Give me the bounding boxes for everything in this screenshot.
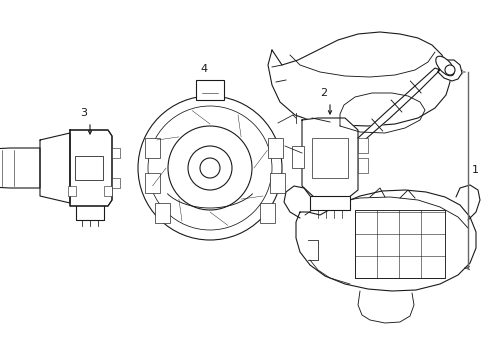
Bar bbox=[357, 138, 367, 153]
Ellipse shape bbox=[435, 56, 453, 76]
Bar bbox=[145, 173, 160, 193]
Bar bbox=[354, 210, 444, 278]
Polygon shape bbox=[0, 148, 40, 188]
Bar bbox=[145, 138, 160, 158]
Polygon shape bbox=[267, 32, 449, 126]
Bar bbox=[357, 158, 367, 173]
Bar bbox=[309, 196, 349, 210]
Polygon shape bbox=[437, 60, 461, 81]
Bar bbox=[196, 80, 224, 100]
Circle shape bbox=[168, 126, 251, 210]
Bar bbox=[112, 178, 120, 188]
Bar bbox=[260, 203, 274, 223]
Text: 3: 3 bbox=[81, 108, 87, 118]
Polygon shape bbox=[302, 118, 357, 198]
Bar bbox=[75, 156, 103, 180]
Bar bbox=[267, 138, 283, 158]
Bar bbox=[155, 203, 170, 223]
Bar bbox=[112, 148, 120, 158]
Polygon shape bbox=[295, 190, 475, 291]
Bar bbox=[291, 146, 304, 168]
Circle shape bbox=[444, 65, 454, 75]
Circle shape bbox=[138, 96, 282, 240]
Polygon shape bbox=[357, 68, 439, 144]
Polygon shape bbox=[70, 130, 112, 206]
Text: 2: 2 bbox=[320, 88, 327, 98]
Circle shape bbox=[200, 158, 220, 178]
Text: 4: 4 bbox=[200, 64, 207, 74]
Bar bbox=[269, 173, 285, 193]
Bar bbox=[104, 186, 112, 196]
Bar bbox=[311, 138, 347, 178]
Bar bbox=[68, 186, 76, 196]
Polygon shape bbox=[40, 133, 70, 203]
Circle shape bbox=[187, 146, 231, 190]
Text: 1: 1 bbox=[471, 165, 478, 175]
